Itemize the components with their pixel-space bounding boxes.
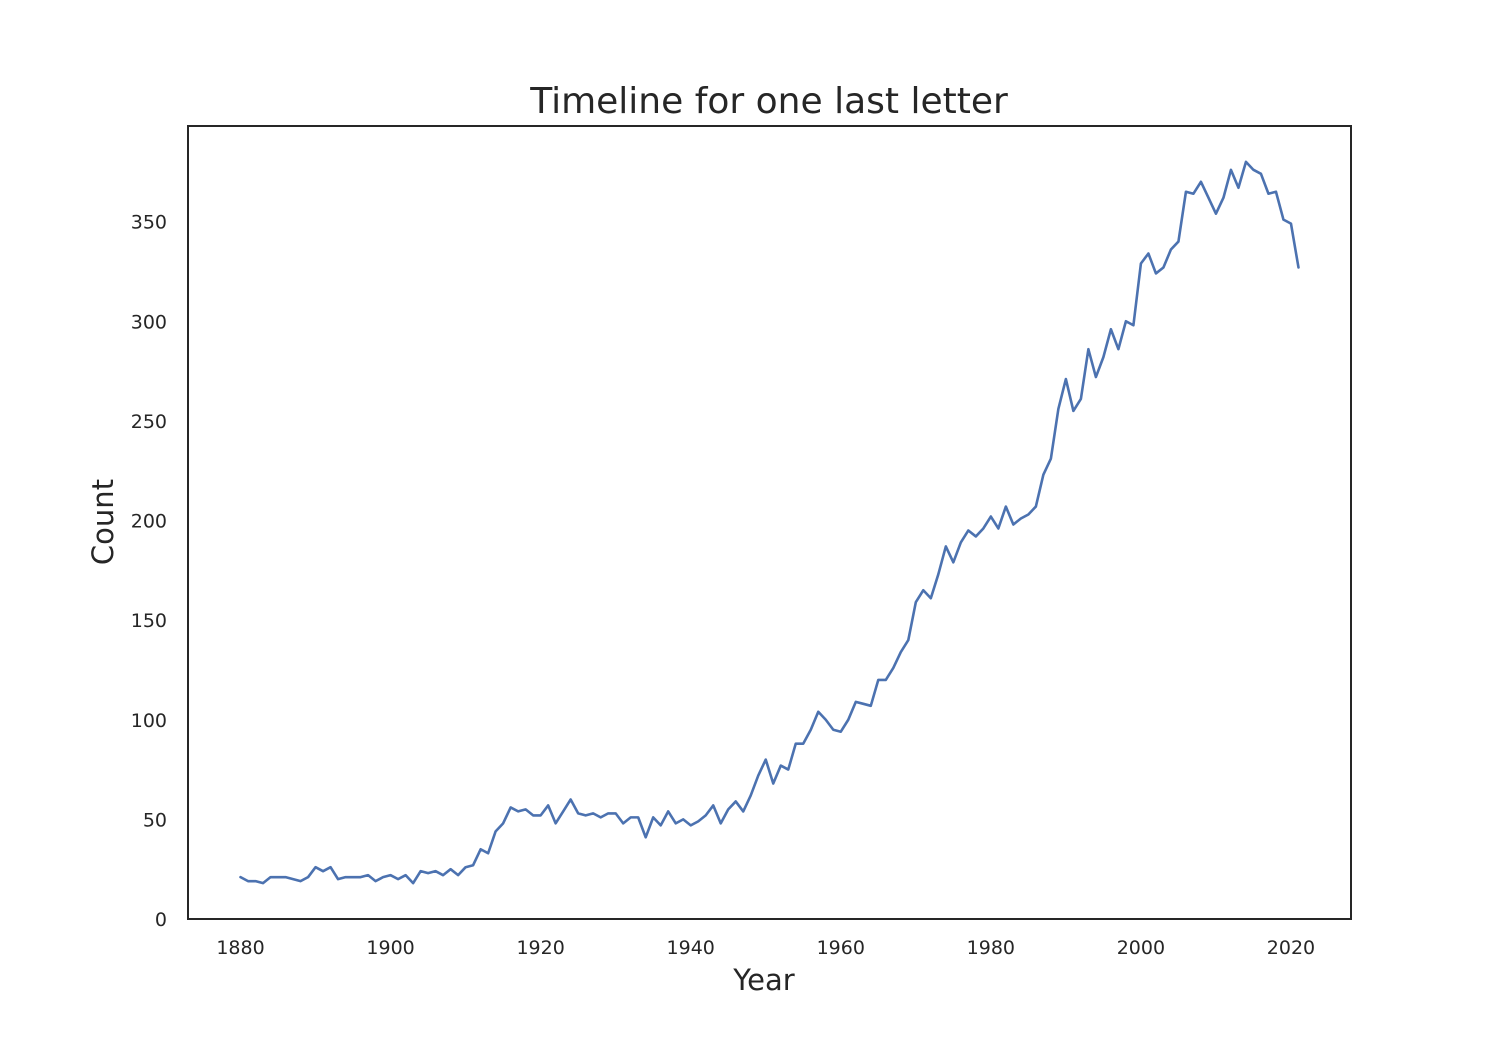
y-tick-label: 250 (131, 411, 167, 433)
x-tick-label: 1960 (817, 937, 865, 959)
y-tick-label: 150 (131, 610, 167, 632)
y-tick-label: 100 (131, 710, 167, 732)
x-tick-label: 2000 (1117, 937, 1165, 959)
x-axis-ticks: 1880 1900 1920 1940 1960 1980 2000 2020 (216, 937, 1315, 959)
x-axis-label: Year (732, 963, 794, 997)
x-tick-label: 1880 (216, 937, 264, 959)
y-axis-label: Count (86, 479, 120, 565)
y-axis-ticks: 0 50 100 150 200 250 300 350 (131, 212, 167, 931)
x-tick-label: 2020 (1267, 937, 1315, 959)
count-series-line (239, 160, 1300, 885)
x-tick-label: 1980 (967, 937, 1015, 959)
x-tick-label: 1940 (667, 937, 715, 959)
chart-title: Timeline for one last letter (529, 81, 1008, 122)
y-tick-label: 200 (131, 511, 167, 533)
plot-frame (187, 125, 1352, 920)
y-tick-label: 0 (155, 909, 167, 931)
x-tick-label: 1900 (366, 937, 414, 959)
x-tick-label: 1920 (516, 937, 564, 959)
series-layer (239, 160, 1300, 885)
y-tick-label: 300 (131, 311, 167, 333)
y-tick-label: 350 (131, 212, 167, 234)
y-tick-label: 50 (143, 809, 167, 831)
